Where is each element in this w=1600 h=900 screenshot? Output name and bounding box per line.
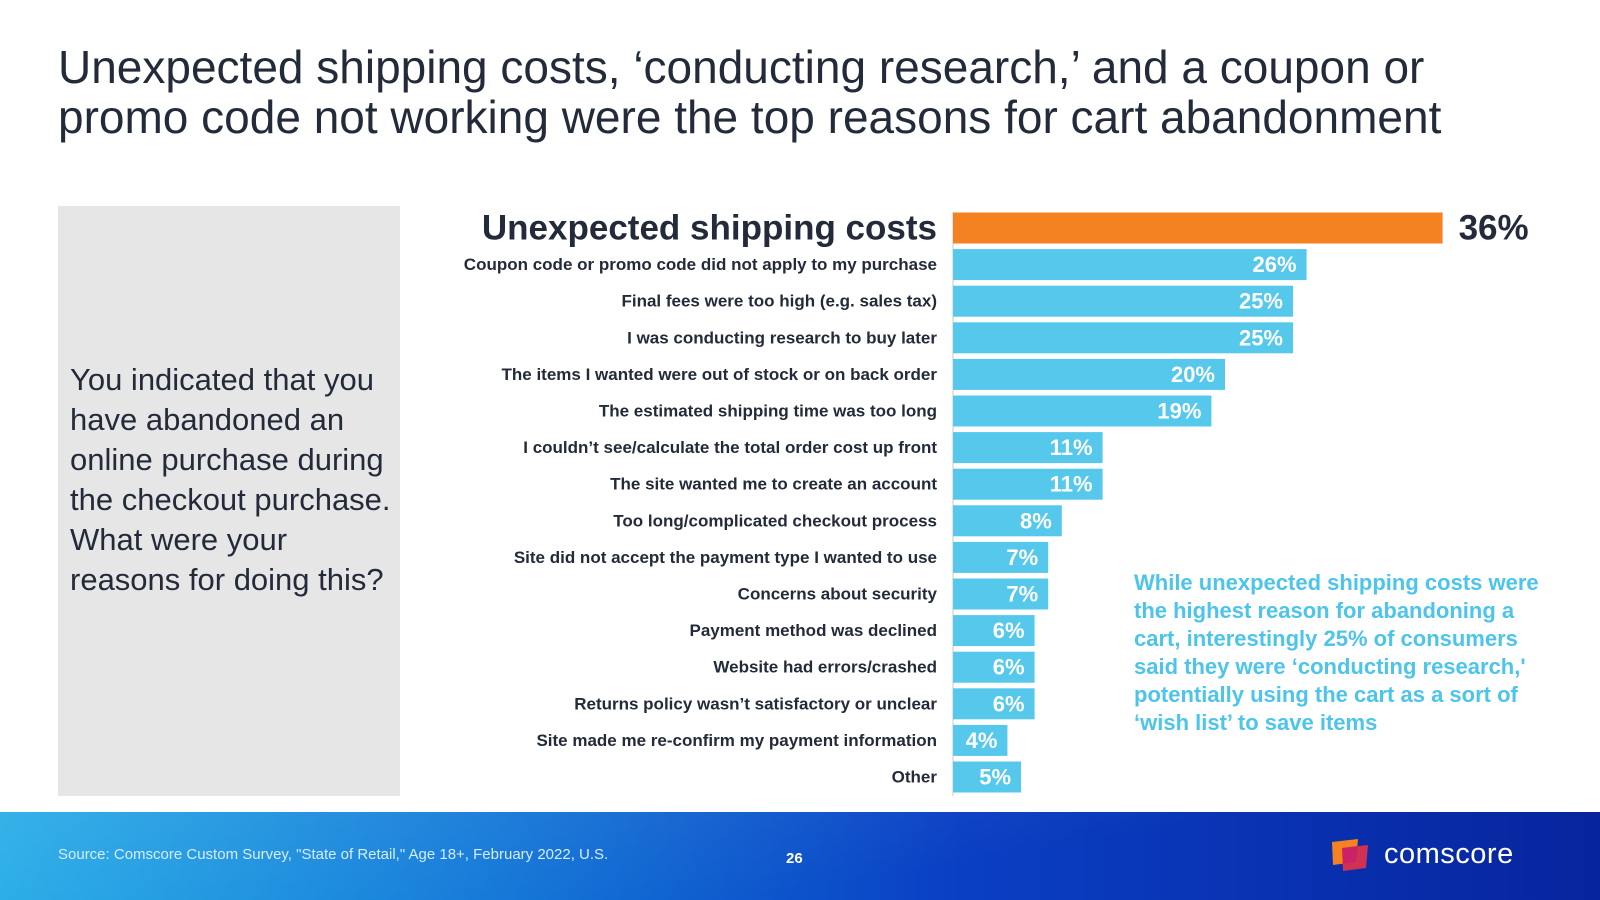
bar-9 [953, 505, 1062, 537]
bar-8 [953, 468, 1103, 500]
value-label-14: 6% [993, 691, 1025, 716]
value-label-8: 11% [1050, 472, 1093, 497]
survey-question-text: You indicated that you have abandoned an… [70, 362, 391, 597]
category-label-9: Too long/complicated checkout process [613, 511, 937, 530]
survey-question-panel: You indicated that you have abandoned an… [58, 206, 400, 796]
bar-15 [953, 724, 1008, 756]
bar-2 [953, 249, 1307, 281]
category-label-15: Site made me re-confirm my payment infor… [536, 731, 937, 750]
value-label-6: 19% [1157, 399, 1201, 424]
category-label-14: Returns policy wasn’t satisfactory or un… [574, 694, 937, 713]
slide-title: Unexpected shipping costs, ‘conducting r… [58, 42, 1538, 142]
bar-16 [953, 761, 1021, 793]
category-label-5: The items I wanted were out of stock or … [502, 365, 938, 384]
insight-annotation: While unexpected shipping costs were the… [1134, 570, 1539, 735]
value-label-10: 7% [1006, 545, 1038, 570]
footer-band: Source: Comscore Custom Survey, "State o… [0, 812, 1600, 900]
source-note: Source: Comscore Custom Survey, "State o… [58, 846, 609, 863]
comscore-logo-text: comscore [1384, 838, 1514, 870]
value-label-4: 25% [1239, 325, 1283, 350]
category-label-1: Unexpected shipping costs [482, 209, 937, 248]
category-label-6: The estimated shipping time was too long [599, 402, 937, 421]
value-label-16: 5% [979, 765, 1011, 790]
comscore-logo: comscore [1330, 836, 1560, 876]
category-label-4: I was conducting research to buy later [627, 328, 937, 347]
value-label-2: 26% [1253, 252, 1297, 277]
bar-4 [953, 322, 1293, 354]
value-label-1: 36% [1459, 209, 1529, 248]
cart-abandonment-bar-chart: Unexpected shipping costs 36% Coupon code … [464, 209, 1529, 796]
value-label-11: 7% [1006, 582, 1038, 607]
category-label-11: Concerns about security [738, 585, 938, 604]
category-label-8: The site wanted me to create an account [610, 475, 937, 494]
bar-13 [953, 651, 1035, 683]
category-label-2: Coupon code or promo code did not apply … [464, 255, 937, 274]
value-label-13: 6% [993, 655, 1025, 680]
bar-12 [953, 615, 1035, 647]
category-label-16: Other [892, 768, 938, 787]
category-label-3: Final fees were too high (e.g. sales tax… [621, 292, 937, 311]
category-label-13: Website had errors/crashed [713, 658, 937, 677]
page-number: 26 [786, 850, 803, 867]
value-label-5: 20% [1171, 362, 1215, 387]
value-label-12: 6% [993, 618, 1025, 643]
slide-title-line-1: Unexpected shipping costs, ‘conducting r… [58, 41, 1425, 93]
bar-14 [953, 688, 1035, 720]
bar-10 [953, 541, 1049, 573]
category-label-10: Site did not accept the payment type I w… [514, 548, 937, 567]
bar-11 [953, 578, 1049, 610]
comscore-logo-icon [1332, 839, 1368, 871]
bar-5 [953, 358, 1225, 390]
category-label-12: Payment method was declined [689, 621, 937, 640]
value-label-9: 8% [1020, 508, 1052, 533]
slide-title-line-2: promo code not working were the top reas… [58, 91, 1442, 143]
value-label-7: 11% [1050, 435, 1093, 460]
bar-7 [953, 432, 1103, 464]
value-label-15: 4% [966, 728, 998, 753]
bar-1 [953, 212, 1443, 244]
value-label-3: 25% [1239, 289, 1283, 314]
category-label-7: I couldn’t see/calculate the total order… [523, 438, 937, 457]
bar-6 [953, 395, 1212, 427]
bar-3 [953, 285, 1293, 317]
